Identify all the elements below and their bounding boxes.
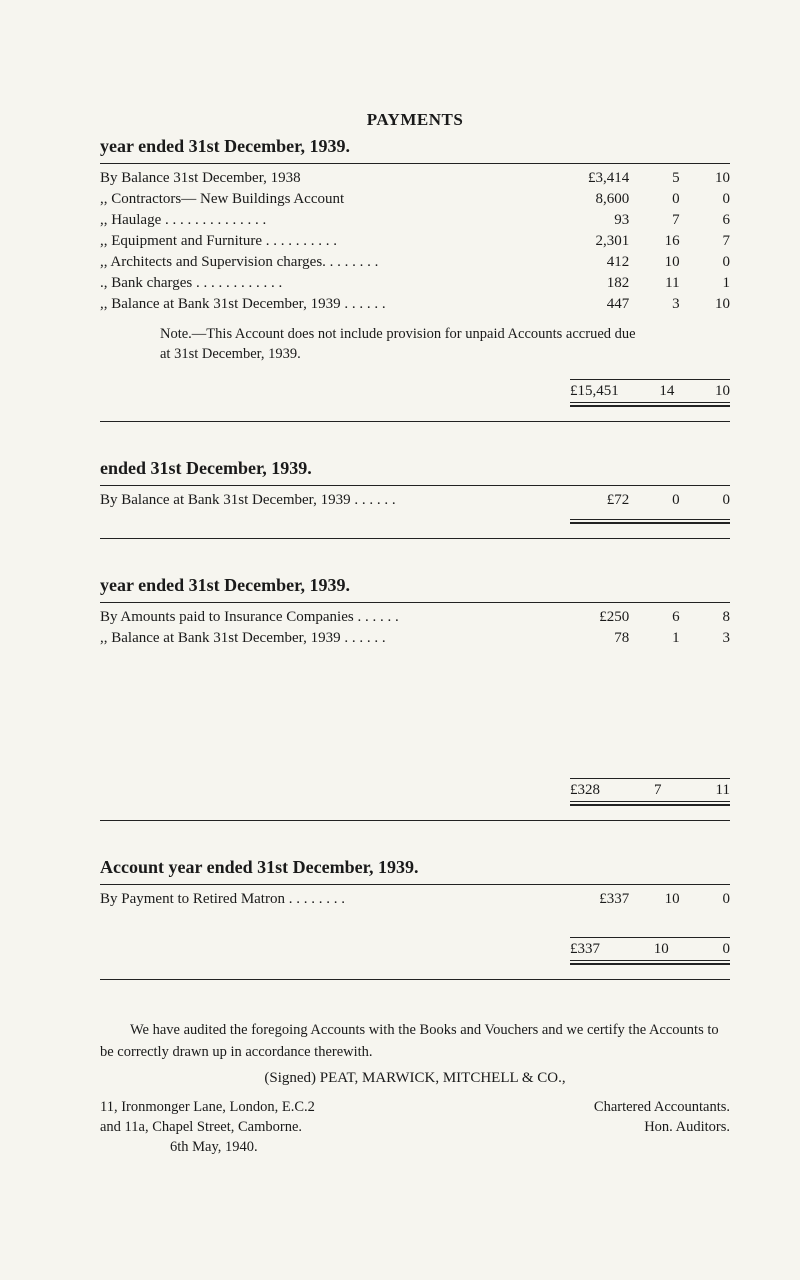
section3-total: £328 7 11 [570, 775, 730, 806]
row-desc: ,, Architects and Supervision charges. .… [100, 252, 554, 273]
total-pounds: £15,451 [570, 383, 619, 400]
section1-total: £15,451 14 10 [570, 376, 730, 407]
rule [100, 163, 730, 164]
row-d: 10 [680, 294, 730, 315]
row-d: 1 [680, 273, 730, 294]
audit-paragraph: We have audited the foregoing Accounts w… [100, 1020, 730, 1064]
row-pounds: 78 [554, 628, 630, 649]
row-desc: By Payment to Retired Matron . . . . . .… [100, 889, 554, 910]
total-sh: 7 [654, 782, 662, 799]
row-desc: ,, Balance at Bank 31st December, 1939 .… [100, 628, 554, 649]
row-sh: 0 [629, 490, 679, 511]
row-sh: 16 [629, 231, 679, 252]
total-d: 11 [716, 782, 730, 799]
row-sh: 6 [629, 607, 679, 628]
footer-columns: 11, Ironmonger Lane, London, E.C.2 and 1… [100, 1097, 730, 1158]
payments-title: PAYMENTS [100, 110, 730, 130]
row-sh: 10 [629, 889, 679, 910]
section3-title: year ended 31st December, 1939. [100, 575, 730, 596]
rule [100, 884, 730, 885]
table-row: By Balance 31st December, 1938 £3,414 5 … [100, 168, 730, 189]
rule [100, 485, 730, 486]
table-row: ,, Balance at Bank 31st December, 1939 .… [100, 628, 730, 649]
addr-line-2: and 11a, Chapel Street, Camborne. [100, 1117, 315, 1137]
row-sh: 5 [629, 168, 679, 189]
row-pounds: £337 [554, 889, 630, 910]
section4-title: Account year ended 31st December, 1939. [100, 857, 730, 878]
row-d: 0 [680, 490, 730, 511]
row-d: 0 [680, 189, 730, 210]
rule [100, 820, 730, 821]
table-row: ., Bank charges . . . . . . . . . . . . … [100, 273, 730, 294]
row-desc: ,, Balance at Bank 31st December, 1939 .… [100, 294, 554, 315]
signature-line: (Signed) PEAT, MARWICK, MITCHELL & CO., [100, 1070, 730, 1087]
row-d: 6 [680, 210, 730, 231]
table-row: ,, Architects and Supervision charges. .… [100, 252, 730, 273]
section4-table: By Payment to Retired Matron . . . . . .… [100, 889, 730, 910]
total-sh: 10 [654, 941, 669, 958]
row-pounds: 412 [554, 252, 630, 273]
table-row: ,, Equipment and Furniture . . . . . . .… [100, 231, 730, 252]
table-row: By Amounts paid to Insurance Companies .… [100, 607, 730, 628]
hon-auditors-line: Hon. Auditors. [594, 1117, 730, 1137]
row-d: 8 [680, 607, 730, 628]
row-d: 3 [680, 628, 730, 649]
audit-text: We have audited the foregoing Accounts w… [100, 1022, 719, 1060]
total-d: 0 [723, 941, 731, 958]
row-desc: ., Bank charges . . . . . . . . . . . . [100, 273, 554, 294]
row-d: 7 [680, 231, 730, 252]
row-d: 0 [680, 252, 730, 273]
row-pounds: 2,301 [554, 231, 630, 252]
row-pounds: 447 [554, 294, 630, 315]
year-ended-title: year ended 31st December, 1939. [100, 136, 730, 157]
payments-table: By Balance 31st December, 1938 £3,414 5 … [100, 168, 730, 315]
section2-table: By Balance at Bank 31st December, 1939 .… [100, 490, 730, 511]
row-pounds: 182 [554, 273, 630, 294]
addr-line-3: 6th May, 1940. [170, 1137, 315, 1157]
footer-left: 11, Ironmonger Lane, London, E.C.2 and 1… [100, 1097, 315, 1158]
total-pounds: £337 [570, 941, 600, 958]
section4-total: £337 10 0 [570, 934, 730, 965]
table-row: By Balance at Bank 31st December, 1939 .… [100, 490, 730, 511]
row-desc: By Amounts paid to Insurance Companies .… [100, 607, 554, 628]
rule [100, 979, 730, 980]
row-sh: 1 [629, 628, 679, 649]
row-d: 10 [680, 168, 730, 189]
row-desc: By Balance at Bank 31st December, 1939 .… [100, 490, 554, 511]
table-row: ,, Contractors— New Buildings Account 8,… [100, 189, 730, 210]
row-pounds: £72 [554, 490, 630, 511]
row-sh: 7 [629, 210, 679, 231]
row-pounds: 93 [554, 210, 630, 231]
total-d: 10 [715, 383, 730, 400]
row-desc: By Balance 31st December, 1938 [100, 168, 554, 189]
row-sh: 0 [629, 189, 679, 210]
row-desc: ,, Contractors— New Buildings Account [100, 189, 554, 210]
rule [100, 602, 730, 603]
rule [100, 421, 730, 422]
account-note: Note.—This Account does not include prov… [160, 325, 640, 364]
rule [100, 538, 730, 539]
row-sh: 11 [629, 273, 679, 294]
table-row: ,, Haulage . . . . . . . . . . . . . . 9… [100, 210, 730, 231]
row-desc: ,, Haulage . . . . . . . . . . . . . . [100, 210, 554, 231]
addr-line-1: 11, Ironmonger Lane, London, E.C.2 [100, 1097, 315, 1117]
table-row: ,, Balance at Bank 31st December, 1939 .… [100, 294, 730, 315]
row-d: 0 [680, 889, 730, 910]
section2-total [570, 517, 730, 524]
page: PAYMENTS year ended 31st December, 1939.… [0, 0, 800, 1280]
section3-table: By Amounts paid to Insurance Companies .… [100, 607, 730, 649]
chartered-line: Chartered Accountants. [594, 1097, 730, 1117]
row-desc: ,, Equipment and Furniture . . . . . . .… [100, 231, 554, 252]
row-pounds: £250 [554, 607, 630, 628]
total-pounds: £328 [570, 782, 600, 799]
row-sh: 10 [629, 252, 679, 273]
section2-title: ended 31st December, 1939. [100, 458, 730, 479]
row-sh: 3 [629, 294, 679, 315]
row-pounds: 8,600 [554, 189, 630, 210]
row-pounds: £3,414 [554, 168, 630, 189]
footer-right: Chartered Accountants. Hon. Auditors. [594, 1097, 730, 1158]
total-sh: 14 [659, 383, 674, 400]
table-row: By Payment to Retired Matron . . . . . .… [100, 889, 730, 910]
